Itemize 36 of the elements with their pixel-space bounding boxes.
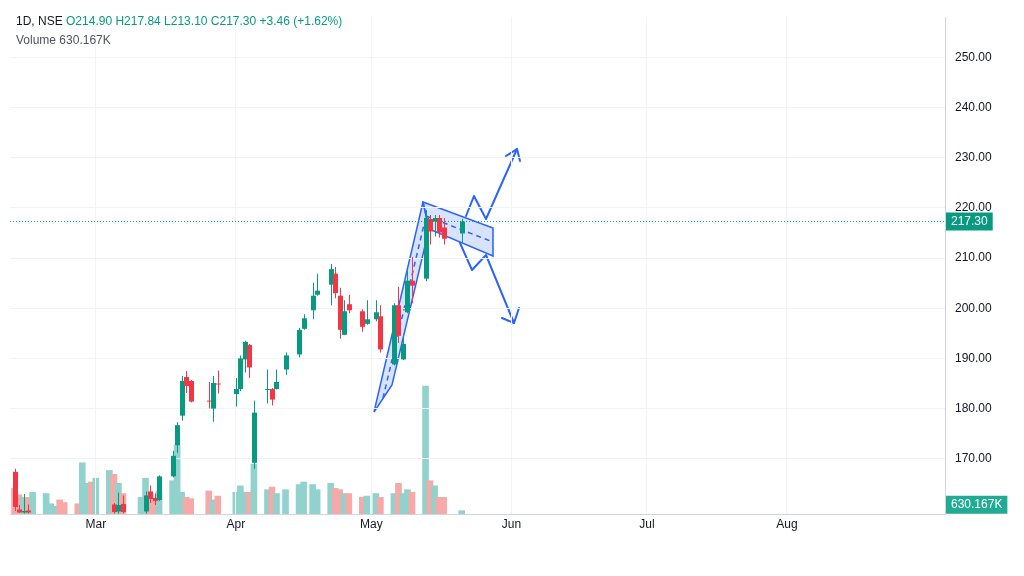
annotation: Volume 630.167K — [16, 33, 111, 47]
x-tick-label: Apr — [226, 516, 246, 531]
x-tick-label: Jul — [639, 516, 655, 531]
chart-title: 1D, NSE — [16, 14, 63, 28]
text: 630.167K — [951, 496, 1003, 511]
ref-line-label: 217.30 — [951, 213, 989, 228]
x-tick-label: Mar — [85, 516, 107, 531]
bar — [60, 502, 68, 514]
bar — [458, 510, 466, 514]
x-tick-label: Aug — [776, 516, 798, 531]
y-tick-label: 250.00 — [955, 49, 993, 64]
y-tick-label: 200.00 — [955, 300, 993, 315]
y-tick-label: 210.00 — [955, 250, 993, 265]
chart-subtitle: O214.90 H217.84 L213.10 C217.30 +3.46 (+1.62%) — [65, 14, 343, 28]
bar — [92, 477, 100, 514]
bar — [377, 497, 384, 514]
y-tick-label: 170.00 — [955, 451, 993, 466]
bar — [440, 497, 447, 514]
y-tick-label: 230.00 — [955, 150, 993, 165]
y-tick-label: 220.00 — [955, 200, 993, 215]
x-tick-label: Jun — [501, 516, 522, 531]
bar — [300, 481, 307, 514]
bar — [408, 491, 416, 514]
bar — [422, 385, 429, 514]
bar — [345, 493, 353, 514]
bar — [282, 489, 289, 514]
candlestick — [216, 370, 221, 394]
bar — [29, 491, 36, 514]
bar — [273, 493, 280, 514]
bar — [187, 498, 195, 514]
candlestick — [265, 369, 270, 404]
y-tick-label: 180.00 — [955, 400, 993, 415]
y-tick-label: 240.00 — [955, 99, 993, 114]
y-tick-label: 190.00 — [955, 350, 993, 365]
x-tick-label: May — [360, 516, 383, 531]
bar — [214, 495, 222, 514]
